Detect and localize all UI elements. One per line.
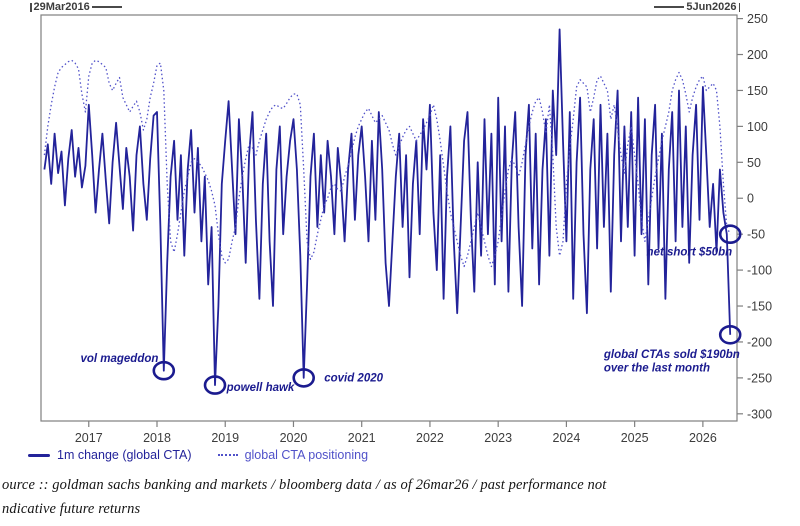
y-axis-tick-label: 150 xyxy=(747,84,768,98)
start-date-text: 29Mar2016 xyxy=(33,1,90,13)
x-axis-tick-label: 2026 xyxy=(689,431,717,445)
chart-legend: 1m change (global CTA) global CTA positi… xyxy=(28,448,368,462)
y-axis-tick-label: 250 xyxy=(747,12,768,26)
x-axis-tick-label: 2021 xyxy=(348,431,376,445)
x-range-end-label: 5Jun2026 xyxy=(654,1,740,13)
legend-item-positioning: global CTA positioning xyxy=(217,448,369,462)
end-date-text: 5Jun2026 xyxy=(686,1,737,13)
legend-item-1m-change: 1m change (global CTA) xyxy=(28,448,192,462)
x-axis-tick-label: 2022 xyxy=(416,431,444,445)
range-start-cap-icon xyxy=(30,2,32,12)
legend-label: global CTA positioning xyxy=(244,448,369,462)
dotted-line-swatch-icon xyxy=(217,454,238,456)
y-axis-tick-label: -150 xyxy=(747,300,772,314)
y-axis-tick-label: -50 xyxy=(747,228,765,242)
x-axis-tick-label: 2017 xyxy=(75,431,103,445)
annotation-circle xyxy=(292,368,316,388)
y-axis-tick-label: -250 xyxy=(747,371,772,385)
y-axis-tick-label: 50 xyxy=(747,156,761,170)
y-axis-tick-label: 200 xyxy=(747,48,768,62)
solid-line-swatch-icon xyxy=(28,453,50,457)
y-axis-tick-label: -100 xyxy=(747,264,772,278)
y-axis-tick-label: -300 xyxy=(747,407,772,421)
x-range-start-label: 29Mar2016 xyxy=(30,1,122,13)
source-line-2: ndicative future returns xyxy=(2,500,141,517)
x-axis-tick-label: 2020 xyxy=(280,431,308,445)
range-dash-icon xyxy=(654,6,685,8)
annotation-label: powell hawk xyxy=(226,382,295,394)
y-axis-tick-label: 0 xyxy=(747,192,754,206)
legend-label: 1m change (global CTA) xyxy=(57,448,192,462)
annotation-circle xyxy=(718,324,742,345)
x-axis-tick-label: 2023 xyxy=(484,431,512,445)
source-note: ource :: goldman sachs banking and marke… xyxy=(2,474,606,522)
annotation-label: vol mageddon xyxy=(80,353,158,365)
cta-line-chart: 250 200 150 100 50 0 -50 -100 -150 -200 -250 -300 20… xyxy=(40,12,772,445)
x-axis-tick-label: 2019 xyxy=(211,431,239,445)
range-end-cap-icon xyxy=(738,2,740,12)
annotation-circle xyxy=(203,375,227,395)
y-axis-tick-label: 100 xyxy=(747,120,768,134)
y-axis-tick-label: -200 xyxy=(747,335,772,349)
solid-series-line xyxy=(43,28,732,387)
x-axis-tick-label: 2024 xyxy=(553,431,581,445)
x-axis-tick-label: 2018 xyxy=(143,431,171,445)
plot-border xyxy=(40,14,738,422)
annotation-label: net short $50bn xyxy=(647,247,733,259)
annotation-label: covid 2020 xyxy=(324,373,383,385)
x-axis-tick-label: 2025 xyxy=(621,431,649,445)
range-dash-icon xyxy=(91,6,122,8)
dotted-series-line xyxy=(43,59,731,268)
annotation-label: global CTAs sold $190bn over the last mon… xyxy=(603,349,740,375)
annotation-circle xyxy=(152,360,176,381)
annotation-circle xyxy=(718,224,742,244)
source-line-1: ource :: goldman sachs banking and marke… xyxy=(2,477,607,493)
